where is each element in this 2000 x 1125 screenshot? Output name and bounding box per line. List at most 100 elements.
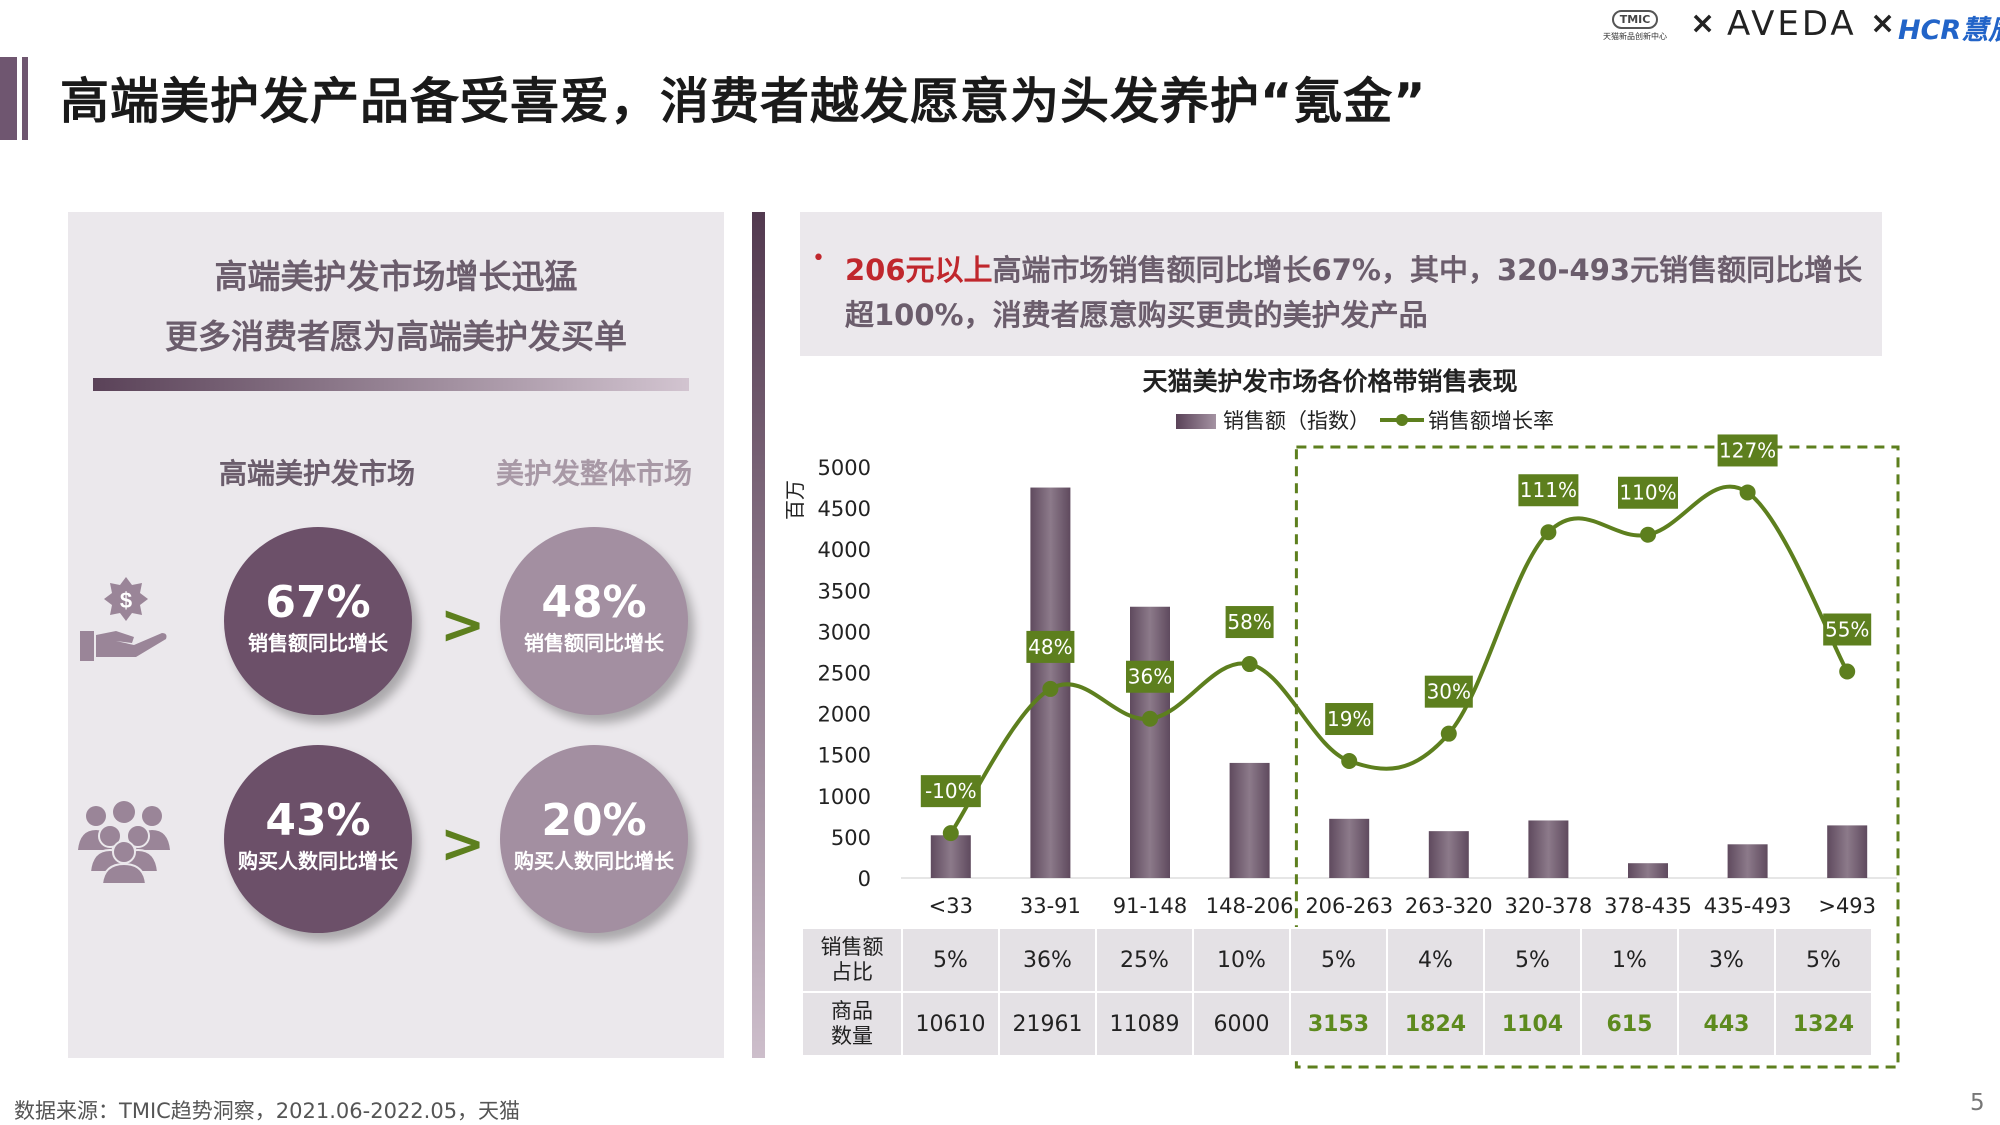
metric-circle-high-sales: 67% 销售额同比增长	[224, 527, 412, 715]
growth-label: 36%	[1128, 665, 1172, 689]
bar	[1428, 831, 1469, 878]
legend-line-label: 销售额增长率	[1428, 409, 1554, 433]
growth-label: 55%	[1825, 618, 1869, 642]
y-tick-label: 4000	[818, 538, 871, 562]
y-tick-label: 3500	[818, 579, 871, 603]
growth-label: 127%	[1719, 438, 1776, 462]
logo-separator: ×	[1870, 6, 1896, 41]
vertical-divider	[752, 212, 765, 1058]
x-tick-label: 148-206	[1206, 894, 1294, 918]
y-tick-label: 2000	[818, 703, 871, 727]
growth-point	[1839, 663, 1856, 680]
x-tick-label: 263-320	[1405, 894, 1493, 918]
price-band-table: 销售额 占比 5% 36% 25% 10% 5% 4% 5% 1% 3% 5% 商品 数量 10610 219…	[801, 927, 1873, 1057]
insight-box	[800, 212, 1882, 356]
x-tick-label: >493	[1818, 894, 1876, 918]
y-tick-label: 4500	[818, 497, 871, 521]
table-cell: 443	[1677, 991, 1776, 1057]
row-header-text: 销售额	[820, 935, 884, 959]
growth-label-box	[1126, 660, 1174, 693]
growth-point	[942, 825, 959, 842]
svg-text:$: $	[120, 588, 132, 613]
y-axis-title: 百万	[783, 480, 807, 520]
metric-circle-high-buyers: 43% 购买人数同比增长	[224, 745, 412, 933]
bar	[1130, 606, 1170, 878]
tmic-logo-subtitle: 天猫新品创新中心	[1603, 32, 1667, 41]
growth-point	[1540, 524, 1557, 541]
x-tick-label: 435-493	[1704, 894, 1792, 918]
growth-label: 48%	[1028, 635, 1072, 659]
bullet-icon: •	[812, 246, 825, 271]
table-cell: 1104	[1483, 991, 1582, 1057]
growth-point	[1241, 656, 1258, 673]
people-group-icon	[74, 800, 174, 885]
table-cell: 1324	[1774, 991, 1873, 1057]
table-row-header: 销售额 占比	[801, 927, 903, 993]
growth-label: 111%	[1520, 478, 1577, 502]
bar	[1727, 844, 1768, 878]
insight-highlight: 206元以上	[845, 253, 993, 287]
metric-value: 67%	[265, 577, 371, 628]
table-cell: 5%	[1774, 927, 1873, 993]
x-tick-label: 320-378	[1505, 894, 1593, 918]
summary-heading-line1: 高端美护发市场增长迅猛	[214, 257, 578, 296]
metric-label: 购买人数同比增长	[514, 849, 674, 873]
table-cell: 36%	[998, 927, 1097, 993]
table-cell: 10610	[901, 991, 1000, 1057]
x-tick-label: 206-263	[1305, 894, 1393, 918]
table-cell: 3153	[1289, 991, 1388, 1057]
greater-than-sign: >	[440, 812, 486, 875]
legend-bar-swatch	[1176, 414, 1216, 429]
insight-line1: 206元以上高端市场销售额同比增长67%，其中，320-493元销售额同比增长	[845, 247, 1862, 289]
x-tick-label: 378-435	[1604, 894, 1692, 918]
tmic-logo-badge: TMIC	[1611, 10, 1659, 29]
growth-point	[1142, 710, 1158, 727]
summary-heading-line2: 更多消费者愿为高端美护发买单	[165, 317, 627, 356]
growth-line	[949, 484, 1849, 835]
growth-label-box	[1823, 613, 1872, 646]
title-accent-bar	[0, 57, 17, 140]
metric-value: 48%	[541, 577, 647, 628]
metric-circle-overall-buyers: 20% 购买人数同比增长	[500, 745, 688, 933]
growth-point	[1640, 526, 1656, 543]
highlight-dashed-box	[1294, 445, 1900, 1069]
growth-label-box	[1026, 630, 1075, 663]
column-label-high-end: 高端美护发市场	[218, 457, 415, 490]
table-cell: 615	[1580, 991, 1679, 1057]
table-cell: 6000	[1192, 991, 1291, 1057]
growth-point	[1440, 725, 1457, 742]
title-accent-bar-thin	[22, 57, 28, 140]
bar	[1628, 863, 1668, 878]
growth-point	[1341, 753, 1358, 770]
legend-line-swatch	[1378, 408, 1426, 432]
growth-label-box	[1518, 474, 1579, 507]
growth-label: 110%	[1619, 481, 1676, 505]
growth-label: 19%	[1327, 707, 1371, 731]
y-tick-label: 3000	[818, 620, 871, 644]
growth-point	[1739, 484, 1756, 501]
growth-label: 30%	[1427, 680, 1471, 704]
table-cell: 5%	[901, 927, 1000, 993]
table-cell: 5%	[1289, 927, 1388, 993]
table-cell: 4%	[1386, 927, 1485, 993]
y-tick-label: 500	[831, 826, 871, 850]
page-title: 高端美护发产品备受喜爱，消费者越发愿意为头发养护“氪金”	[60, 73, 1427, 130]
table-cell: 25%	[1095, 927, 1194, 993]
metric-label: 购买人数同比增长	[238, 849, 398, 873]
table-cell: 10%	[1192, 927, 1291, 993]
hcr-logo: HCR慧辰	[1898, 15, 2000, 46]
bar	[930, 835, 971, 878]
column-label-overall: 美护发整体市场	[495, 457, 692, 490]
insight-text: 高端市场销售额同比增长67%，其中，320-493元销售额同比增长	[992, 253, 1863, 287]
table-row-header: 商品 数量	[801, 991, 903, 1057]
bar	[1827, 825, 1868, 878]
table-cell: 1824	[1386, 991, 1485, 1057]
metric-circle-overall-sales: 48% 销售额同比增长	[500, 527, 688, 715]
y-tick-label: 0	[858, 867, 871, 891]
x-tick-label: 33-91	[1020, 894, 1081, 918]
growth-label: 58%	[1227, 610, 1271, 634]
page-number: 5	[1970, 1090, 1985, 1116]
row-header-text: 占比	[831, 960, 873, 984]
logo-separator: ×	[1690, 6, 1716, 41]
table-row: 商品 数量 10610 21961 11089 6000 3153 1824 1104 615 44…	[801, 991, 1873, 1057]
